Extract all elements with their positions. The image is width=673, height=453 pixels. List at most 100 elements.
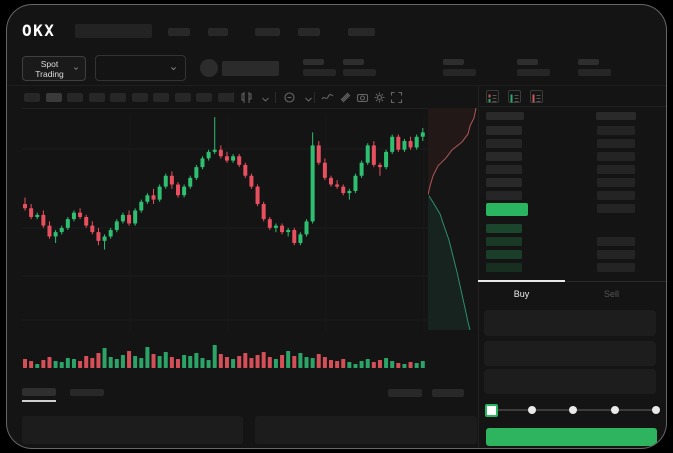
market-type-selector[interactable]: Spot Trading bbox=[22, 56, 86, 81]
candle bbox=[359, 162, 364, 176]
candle bbox=[65, 219, 70, 228]
candle bbox=[255, 186, 260, 204]
slider-handle[interactable] bbox=[485, 404, 498, 417]
ask-price-row[interactable] bbox=[486, 126, 522, 135]
ask-price-row[interactable] bbox=[486, 152, 522, 161]
nav-item[interactable] bbox=[348, 28, 375, 36]
measure-icon[interactable] bbox=[339, 91, 352, 104]
price-input[interactable] bbox=[484, 310, 656, 336]
bid-price-row[interactable] bbox=[486, 237, 522, 246]
timeframe-button[interactable] bbox=[88, 93, 105, 102]
volume-bar bbox=[292, 356, 297, 368]
pair-selector[interactable] bbox=[95, 55, 186, 81]
candle bbox=[194, 167, 199, 178]
book-amount-row[interactable] bbox=[597, 237, 635, 246]
timeframe-button[interactable] bbox=[67, 93, 83, 102]
book-amount-row[interactable] bbox=[597, 139, 635, 148]
volume-bar bbox=[420, 361, 425, 368]
timeframe-button[interactable] bbox=[174, 93, 191, 102]
book-amount-row[interactable] bbox=[597, 126, 635, 135]
book-amount-row[interactable] bbox=[597, 250, 635, 259]
candle bbox=[408, 141, 413, 148]
tab-sell[interactable]: Sell bbox=[568, 284, 655, 304]
book-amount-row[interactable] bbox=[597, 191, 635, 200]
book-amount-row[interactable] bbox=[597, 263, 635, 272]
candle bbox=[84, 216, 89, 226]
candle bbox=[23, 203, 27, 209]
candle bbox=[249, 175, 254, 187]
slider-stop[interactable] bbox=[610, 406, 619, 414]
panel-divider bbox=[478, 86, 479, 448]
nav-item[interactable] bbox=[298, 28, 320, 36]
candle bbox=[231, 156, 236, 161]
bottom-tab-orders[interactable] bbox=[22, 388, 56, 396]
book-amount-row[interactable] bbox=[597, 178, 635, 187]
candle bbox=[47, 225, 52, 237]
volume-bar bbox=[200, 358, 205, 368]
bottom-tab-history[interactable] bbox=[70, 389, 104, 396]
candle bbox=[365, 145, 370, 163]
slider-stop[interactable] bbox=[569, 406, 577, 414]
candle bbox=[127, 214, 132, 224]
candle bbox=[243, 164, 248, 176]
book-amount-row[interactable] bbox=[597, 152, 635, 161]
candle bbox=[163, 175, 168, 187]
bottom-action[interactable] bbox=[388, 389, 422, 397]
nav-item[interactable] bbox=[208, 28, 228, 36]
settings-gear-icon[interactable] bbox=[373, 91, 386, 104]
ask-price-row[interactable] bbox=[486, 178, 522, 187]
line-tools-icon[interactable] bbox=[321, 91, 334, 104]
volume-bar bbox=[102, 348, 107, 368]
depth-chart[interactable] bbox=[428, 108, 478, 330]
toolbar-separator bbox=[275, 92, 276, 103]
market-type-label: Spot Trading bbox=[35, 58, 64, 79]
candle bbox=[322, 162, 327, 178]
volume-bar bbox=[341, 359, 346, 368]
book-asks-icon[interactable] bbox=[530, 90, 543, 103]
depth-area bbox=[428, 195, 470, 330]
candle bbox=[120, 214, 125, 222]
bid-price-row[interactable] bbox=[486, 263, 522, 272]
book-amount-row[interactable] bbox=[597, 165, 635, 174]
nav-item[interactable] bbox=[255, 28, 280, 36]
volume-bar bbox=[347, 362, 352, 368]
timeframe-button[interactable] bbox=[196, 93, 212, 102]
timeframe-button[interactable] bbox=[153, 93, 169, 102]
tab-buy[interactable]: Buy bbox=[478, 284, 565, 304]
search-placeholder[interactable] bbox=[75, 24, 152, 38]
volume-bar bbox=[304, 357, 309, 368]
bid-price-row[interactable] bbox=[486, 250, 522, 259]
timeframe-button[interactable] bbox=[24, 93, 40, 102]
book-amount-row[interactable] bbox=[597, 204, 635, 213]
total-input[interactable] bbox=[484, 369, 656, 394]
slider-stop[interactable] bbox=[527, 406, 536, 414]
candlestick-style-icon[interactable] bbox=[240, 91, 253, 104]
candle bbox=[384, 151, 389, 168]
camera-icon[interactable] bbox=[356, 91, 369, 104]
ask-price-row[interactable] bbox=[486, 139, 522, 148]
timeframe-button[interactable] bbox=[131, 93, 148, 102]
ask-price-row[interactable] bbox=[486, 165, 522, 174]
timeframe-button[interactable] bbox=[110, 93, 126, 102]
volume-bar bbox=[35, 364, 40, 368]
ask-price-row[interactable] bbox=[486, 191, 522, 200]
slider-stop[interactable] bbox=[652, 406, 660, 414]
timeframe-button[interactable] bbox=[45, 93, 62, 102]
book-combined-icon[interactable] bbox=[486, 90, 499, 103]
candlestick-chart[interactable] bbox=[22, 110, 428, 372]
bid-price-row[interactable] bbox=[486, 224, 522, 233]
book-bids-icon[interactable] bbox=[508, 90, 521, 103]
buy-button[interactable] bbox=[486, 428, 657, 446]
bottom-action[interactable] bbox=[432, 389, 464, 397]
chevron-down-icon[interactable] bbox=[259, 93, 272, 106]
tabs-divider bbox=[478, 281, 666, 282]
nav-item[interactable] bbox=[168, 28, 190, 36]
candle bbox=[90, 225, 95, 233]
timeframe-button[interactable] bbox=[217, 93, 234, 102]
last-price-badge[interactable] bbox=[486, 203, 528, 216]
fullscreen-icon[interactable] bbox=[390, 91, 403, 104]
stat-label bbox=[517, 59, 538, 65]
amount-input[interactable] bbox=[484, 341, 656, 366]
indicators-icon[interactable] bbox=[283, 91, 296, 104]
chevron-down-icon[interactable] bbox=[302, 93, 315, 106]
